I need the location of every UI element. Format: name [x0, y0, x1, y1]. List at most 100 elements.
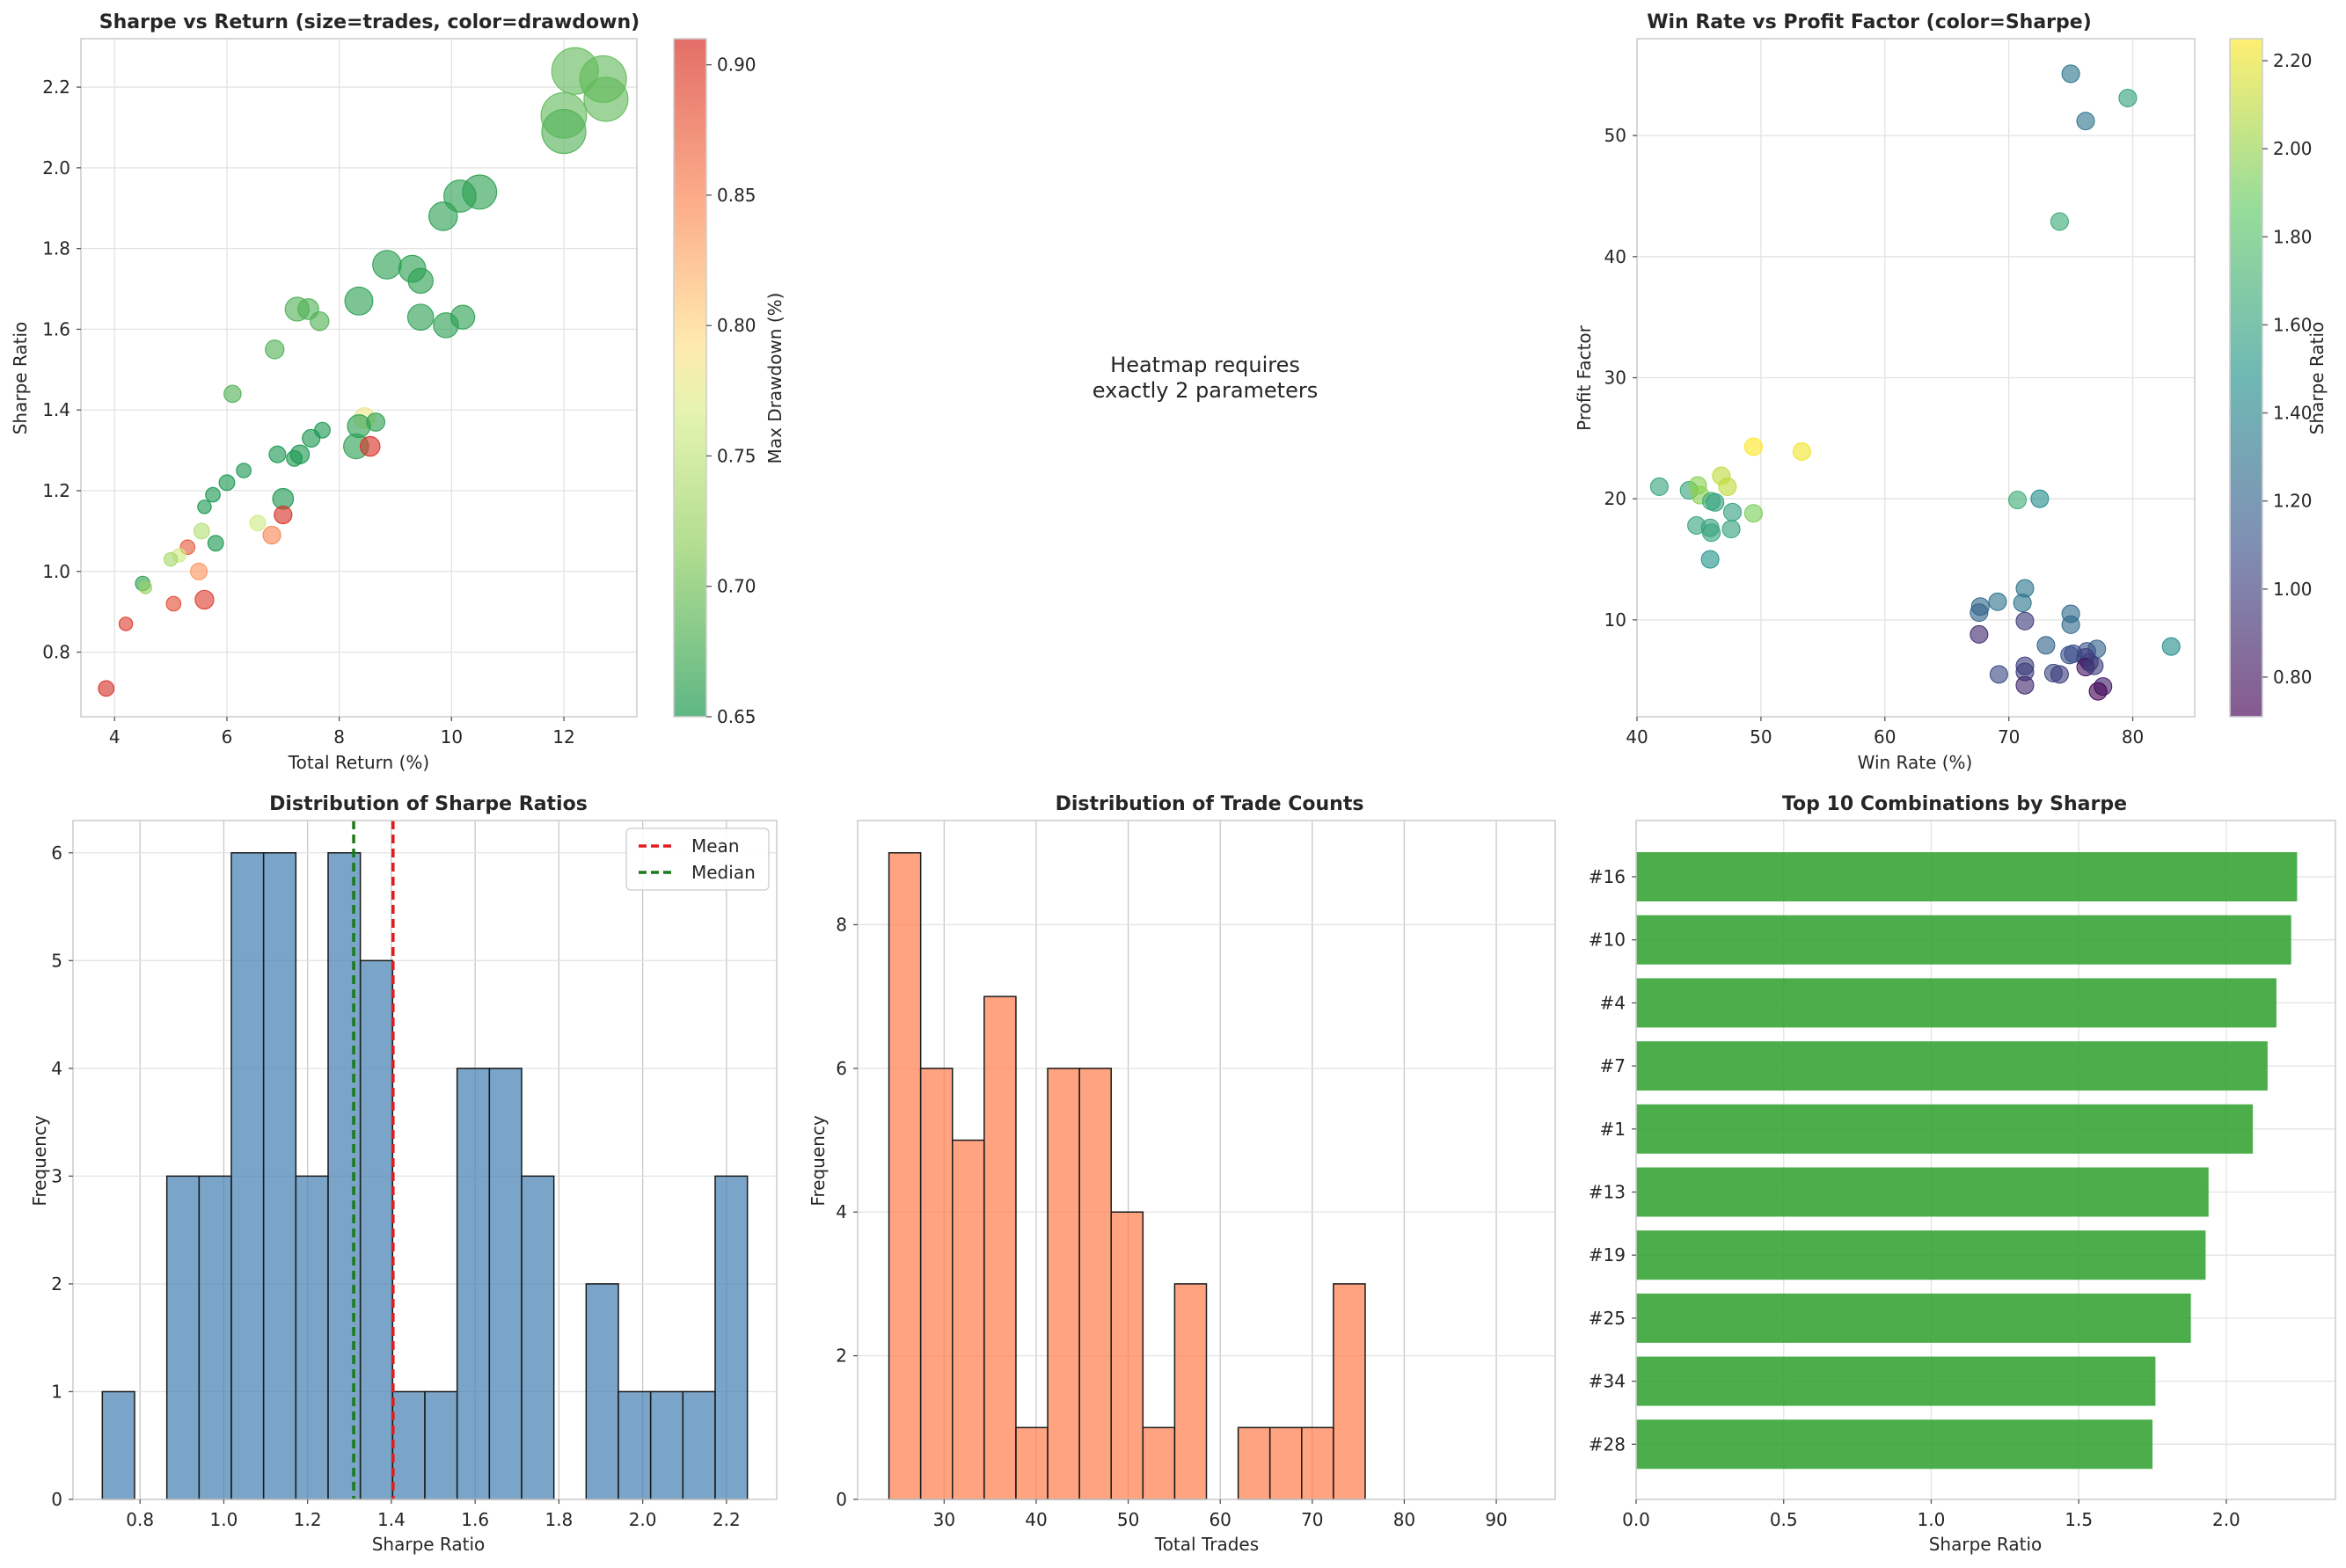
p3-point	[2061, 615, 2080, 634]
p3-xtick-label: 60	[1874, 726, 1896, 748]
p5-bar	[1015, 1426, 1049, 1500]
p1-point	[163, 551, 179, 567]
p3-xlabel: Win Rate (%)	[1858, 752, 1973, 773]
p1-colorbar-frame	[673, 38, 707, 718]
p1-point	[289, 444, 311, 464]
p4-bar	[682, 1390, 716, 1500]
p5-bar	[1268, 1426, 1303, 1500]
p5-xtick-label: 90	[1485, 1509, 1507, 1530]
p3-xtick-label: 70	[1998, 726, 2020, 748]
p1-ytick-label: 0.8	[42, 642, 70, 663]
p6-category-label: #13	[1589, 1182, 1626, 1203]
p6-axes-frame	[1635, 820, 2336, 1500]
p5-xtick-label: 70	[1301, 1509, 1323, 1530]
p1-cb-tick-label: 0.80	[717, 315, 756, 336]
p4-bar	[456, 1068, 491, 1500]
p1-point	[268, 445, 287, 463]
p5-bar	[1301, 1426, 1334, 1500]
p1-point	[583, 77, 629, 122]
p3-ytick-label: 30	[1604, 368, 1626, 389]
p3-point	[2015, 611, 2035, 631]
p3-title: Win Rate vs Profit Factor (color=Sharpe)	[1647, 11, 2092, 33]
p6-xtick-label: 0.5	[1770, 1509, 1798, 1530]
p5-title: Distribution of Trade Counts	[1056, 793, 1364, 815]
p6-bar	[1636, 1041, 2268, 1091]
p5-bar	[1078, 1068, 1112, 1500]
p1-ytick-label: 1.6	[42, 318, 70, 339]
p1-point	[407, 267, 434, 295]
p1-point	[433, 312, 459, 339]
p1-xtick-label: 8	[333, 726, 345, 748]
p3-point	[2030, 489, 2050, 508]
p6-title: Top 10 Combinations by Sharpe	[1782, 793, 2127, 815]
p3-cb-tick-label: 1.00	[2273, 579, 2313, 600]
p5-xtick-label: 30	[933, 1509, 955, 1530]
winrate-vs-profit-factor-panel: Win Rate vs Profit Factor (color=Sharpe)…	[1574, 11, 2328, 773]
p5-ytick-label: 0	[836, 1489, 847, 1510]
p4-bar	[649, 1390, 684, 1500]
p1-point	[138, 580, 153, 594]
p4-xlabel: Sharpe Ratio	[372, 1534, 486, 1555]
p5-xtick-label: 50	[1117, 1509, 1139, 1530]
p4-bar	[424, 1390, 458, 1500]
p1-cb-tick-label: 0.75	[717, 445, 756, 466]
p5-ytick-label: 4	[836, 1201, 847, 1222]
p6-category-label: #10	[1589, 930, 1626, 951]
p4-xtick-label: 2.2	[713, 1509, 741, 1530]
legend-mean-label: Mean	[691, 835, 740, 857]
p6-xtick-label: 0.0	[1622, 1509, 1650, 1530]
p5-xtick-label: 40	[1025, 1509, 1047, 1530]
p3-point	[1792, 441, 1811, 461]
p5-ytick-label: 8	[836, 914, 847, 935]
p3-point	[1718, 477, 1737, 496]
p3-point	[1970, 603, 1989, 623]
p1-point	[262, 525, 281, 545]
p3-point	[2008, 491, 2028, 510]
p1-point	[274, 505, 293, 525]
p3-point	[2013, 594, 2032, 613]
p4-xtick-label: 1.8	[544, 1509, 573, 1530]
p3-colorbar-label: Sharpe Ratio	[2306, 322, 2328, 435]
p4-bar	[295, 1175, 329, 1500]
p6-category-label: #34	[1589, 1371, 1626, 1392]
p1-point	[366, 412, 386, 432]
p1-point	[443, 179, 477, 213]
top10-combinations-panel: Top 10 Combinations by Sharpe 0.0 0.5 1.0 1…	[1589, 793, 2336, 1555]
p1-cb-tick-label: 0.90	[717, 55, 756, 76]
p6-bar	[1636, 1230, 2206, 1280]
p5-xlabel: Total Trades	[1154, 1534, 1259, 1555]
p4-bar	[165, 1175, 201, 1500]
p4-bar	[585, 1283, 619, 1500]
p6-bar	[1636, 1167, 2209, 1217]
p3-point	[2015, 675, 2035, 695]
p6-bar	[1636, 1104, 2254, 1154]
p1-point	[98, 680, 115, 697]
heatmap-placeholder-panel: Heatmap requires exactly 2 parameters	[1093, 353, 1318, 403]
p4-legend: Mean Median	[625, 828, 770, 891]
p3-colorbar-frame	[2229, 38, 2263, 718]
p3-point	[1700, 550, 1720, 569]
p5-bar	[1142, 1426, 1176, 1500]
p1-point	[193, 522, 210, 540]
p4-ytick-label: 3	[51, 1165, 62, 1186]
p6-bar	[1636, 1419, 2153, 1470]
p5-bar	[888, 852, 922, 1500]
p1-ytick-label: 1.0	[42, 561, 70, 582]
sharpe-distribution-panel: Distribution of Sharpe Ratios 0.8 1.0 1.2 1…	[29, 793, 778, 1555]
legend-median-label: Median	[691, 862, 756, 883]
p1-colorbar-label: Max Drawdown (%)	[764, 293, 786, 464]
p3-cb-tick-label: 1.20	[2273, 491, 2313, 512]
p6-category-label: #28	[1589, 1433, 1626, 1455]
p1-colorbar	[674, 39, 706, 717]
p1-cb-tick-label: 0.65	[717, 706, 756, 727]
p4-bar	[262, 852, 297, 1500]
p3-cb-tick-label: 2.00	[2273, 138, 2313, 159]
p1-point	[223, 384, 242, 404]
p3-ytick-label: 20	[1604, 488, 1626, 509]
p3-colorbar	[2230, 39, 2262, 717]
p1-point	[205, 486, 221, 503]
p4-ytick-label: 2	[51, 1273, 62, 1295]
p3-point	[2060, 645, 2079, 665]
p4-bar	[714, 1175, 749, 1500]
